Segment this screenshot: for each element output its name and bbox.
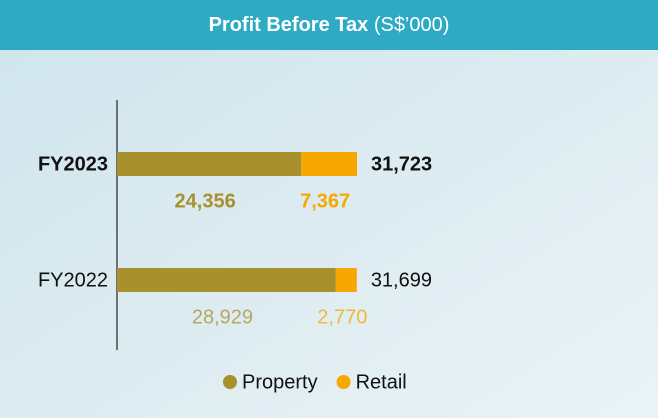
title-bar: [0, 0, 658, 50]
title-unit: (S$’000): [374, 14, 450, 36]
category-label: FY2022: [38, 269, 108, 291]
legend-swatch: [223, 375, 237, 389]
bar-segment: [117, 152, 302, 176]
title-main: Profit Before Tax: [209, 14, 369, 36]
bar-segment: [301, 152, 357, 176]
total-label: 31,699: [371, 269, 432, 291]
legend-swatch: [336, 375, 351, 389]
chart-title: Profit Before Tax (S$’000): [209, 14, 450, 36]
value-label: 7,367: [300, 190, 350, 212]
category-label: FY2023: [38, 153, 108, 175]
legend-label: Retail: [356, 371, 407, 393]
legend-label: Property: [242, 371, 318, 393]
bar-segment: [335, 268, 357, 292]
value-label: 28,929: [192, 306, 253, 328]
total-label: 31,723: [371, 153, 432, 175]
value-label: 2,770: [317, 306, 367, 328]
bar-segment: [117, 268, 336, 292]
value-label: 24,356: [175, 190, 236, 212]
